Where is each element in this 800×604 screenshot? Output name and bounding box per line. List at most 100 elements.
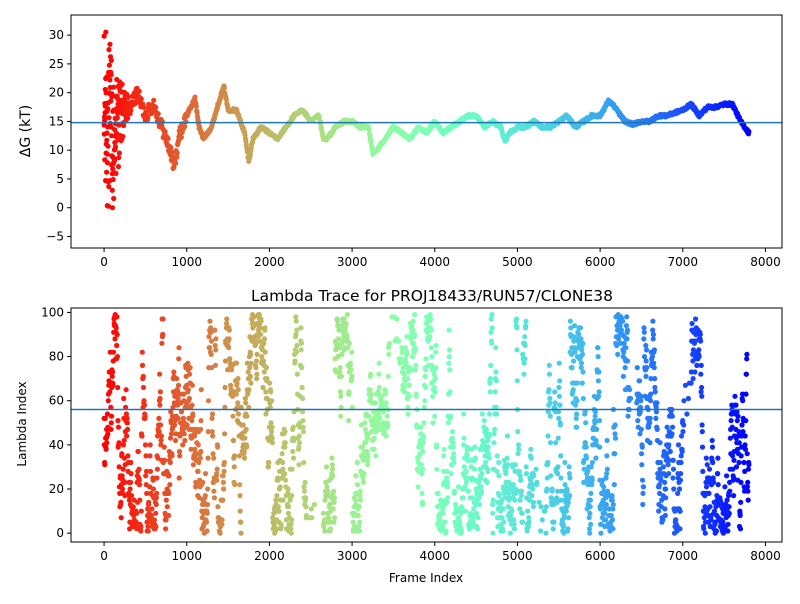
x-tick-label: 2000	[254, 255, 285, 269]
lambda-point	[136, 466, 142, 472]
lambda-point	[604, 437, 610, 444]
lambda-point	[710, 479, 717, 485]
lambda-point	[726, 510, 732, 516]
lambda-point	[478, 475, 484, 481]
lambda-point	[508, 486, 514, 492]
y-tick-label: −5	[46, 229, 64, 243]
lambda-point	[620, 373, 627, 379]
lambda-point	[119, 486, 125, 492]
lambda-point	[731, 475, 737, 481]
lambda-point	[506, 490, 512, 496]
lambda-point	[639, 444, 645, 450]
lambda-point	[734, 418, 740, 424]
lambda-point	[514, 347, 520, 353]
delta-g-point	[119, 81, 125, 87]
lambda-point	[684, 411, 690, 417]
lambda-point	[588, 490, 594, 496]
lambda-point	[574, 411, 580, 417]
delta-g-point	[115, 164, 122, 170]
lambda-point	[331, 519, 337, 525]
lambda-point	[505, 462, 511, 468]
lambda-point	[294, 342, 300, 349]
lambda-point	[566, 464, 572, 470]
lambda-point	[189, 382, 195, 388]
lambda-point	[261, 340, 267, 346]
lambda-point	[300, 424, 306, 430]
lambda-point	[115, 418, 121, 424]
lambda-point	[158, 422, 164, 428]
lambda-point	[400, 365, 406, 371]
delta-g-point	[120, 133, 126, 140]
lambda-point	[727, 435, 733, 441]
lambda-point	[710, 459, 716, 466]
lambda-point	[604, 466, 610, 472]
lambda-point	[170, 404, 176, 410]
lambda-point	[365, 457, 371, 463]
lambda-point	[355, 512, 361, 519]
delta-g-point	[106, 62, 112, 68]
lambda-point	[742, 433, 748, 439]
lambda-point	[286, 504, 292, 510]
lambda-point	[742, 446, 749, 452]
lambda-point	[291, 455, 297, 461]
lambda-point	[514, 325, 520, 331]
lambda-point	[359, 444, 366, 450]
lambda-point	[377, 415, 383, 421]
lambda-point	[198, 448, 204, 455]
lambda-point	[119, 451, 125, 457]
lambda-point	[518, 493, 524, 499]
lambda-point	[688, 380, 694, 386]
lambda-point	[670, 457, 676, 463]
lambda-point	[153, 501, 159, 508]
lambda-point	[422, 367, 429, 373]
delta-g-point	[183, 119, 189, 125]
lambda-point	[208, 351, 214, 357]
lambda-point	[109, 369, 116, 375]
lambda-point	[604, 471, 610, 477]
lambda-point	[556, 360, 562, 366]
lambda-point	[448, 413, 454, 419]
lambda-point	[555, 471, 561, 477]
lambda-point	[386, 340, 393, 346]
lambda-point	[746, 462, 752, 468]
lambda-point	[334, 318, 341, 324]
lambda-point	[175, 415, 181, 421]
lambda-point	[547, 395, 553, 402]
lambda-point	[588, 521, 594, 527]
lambda-point	[139, 433, 145, 439]
lambda-point	[322, 497, 328, 503]
delta-g-x-ticks: 0 1000 2000 3000 4000 5000 6000 7000 8000	[100, 248, 781, 269]
lambda-point	[125, 426, 131, 432]
lambda-point	[555, 464, 561, 470]
delta-g-point	[111, 160, 117, 166]
lambda-point	[243, 400, 249, 406]
lambda-point	[670, 466, 677, 472]
lambda-point	[557, 402, 563, 408]
lambda-point	[349, 404, 355, 410]
lambda-point	[362, 426, 369, 432]
lambda-point	[709, 437, 715, 444]
lambda-point	[258, 331, 264, 338]
lambda-point	[129, 493, 135, 499]
lambda-point	[700, 468, 706, 474]
lambda-point	[157, 402, 163, 408]
lambda-point	[665, 462, 671, 468]
lambda-point	[718, 499, 724, 505]
lambda-point	[624, 314, 630, 320]
y-tick-label: 20	[49, 482, 64, 496]
lambda-point	[271, 521, 277, 527]
lambda-point	[698, 362, 704, 368]
delta-g-point	[105, 203, 112, 209]
lambda-point	[232, 482, 238, 488]
lambda-point	[401, 371, 407, 377]
lambda-point	[500, 528, 506, 534]
lambda-point	[493, 378, 499, 384]
lambda-point	[595, 345, 601, 351]
delta-g-point	[116, 155, 122, 161]
lambda-point	[154, 466, 160, 472]
lambda-point	[433, 365, 439, 371]
lambda-point	[352, 497, 358, 503]
lambda-point	[470, 515, 476, 521]
lambda-point	[410, 327, 416, 333]
lambda-point	[373, 453, 379, 459]
